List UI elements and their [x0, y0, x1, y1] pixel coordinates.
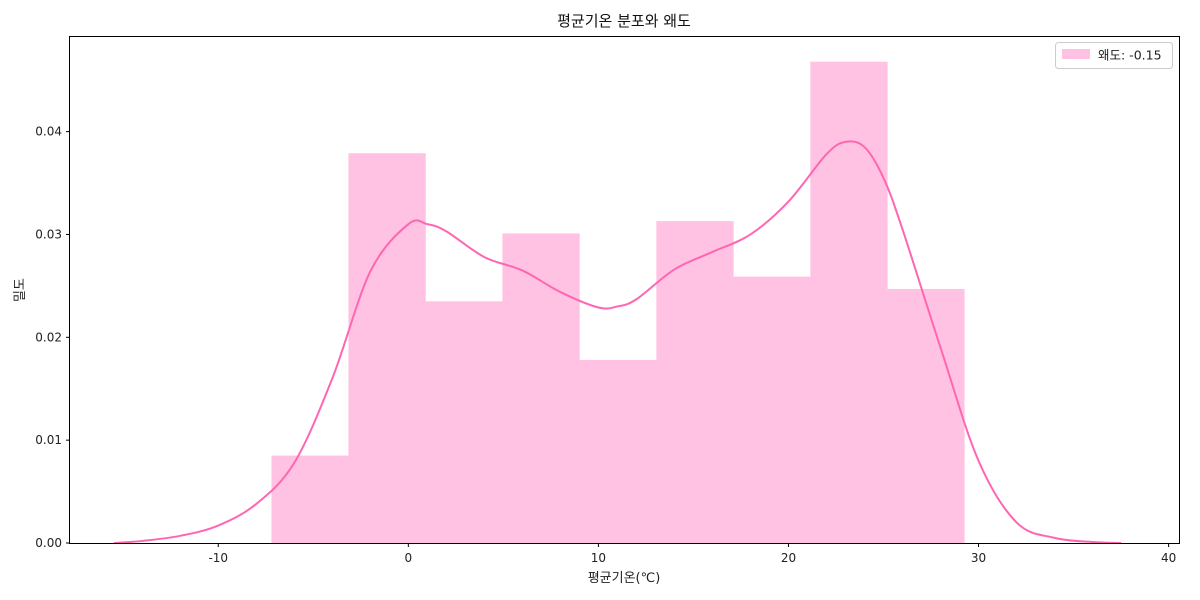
histogram-bar — [502, 233, 580, 543]
y-tick-label: 0.04 — [35, 125, 62, 139]
y-tick-label: 0.03 — [35, 227, 62, 241]
kde-line-group — [113, 140, 1122, 544]
histogram-bar — [579, 359, 657, 543]
plot-frame — [69, 36, 1180, 544]
x-tick-label: 0 — [405, 551, 413, 565]
legend-entry-label: 왜도: -0.15 — [1098, 48, 1162, 63]
histogram-bar — [810, 61, 888, 544]
y-axis-ticks: 0.00 0.01 0.02 0.03 0.04 — [35, 125, 70, 550]
histogram-bar — [425, 301, 503, 543]
y-axis-label: 밀도 — [13, 278, 28, 302]
x-tick-label: 30 — [971, 551, 986, 565]
y-tick-label: 0.01 — [35, 433, 62, 447]
x-axis-ticks: -10 0 10 20 30 40 — [208, 543, 1176, 565]
chart-title: 평균기온 분포와 왜도 — [557, 12, 691, 30]
kde-curve — [113, 140, 1122, 544]
x-tick-label: -10 — [208, 551, 228, 565]
legend-swatch — [1062, 49, 1090, 59]
x-tick-label: 10 — [591, 551, 606, 565]
histogram-bar — [271, 455, 349, 543]
histogram-bar — [656, 221, 734, 543]
histogram-bar — [733, 276, 811, 543]
histogram-bar — [348, 153, 426, 543]
y-tick-label: 0.00 — [35, 536, 62, 550]
y-tick-label: 0.02 — [35, 330, 62, 344]
histogram-bar — [887, 288, 965, 543]
x-tick-label: 40 — [1161, 551, 1176, 565]
x-tick-label: 20 — [781, 551, 796, 565]
histogram-bars — [271, 61, 965, 544]
legend: 왜도: -0.15 — [1055, 42, 1173, 69]
x-axis-label: 평균기온(℃) — [588, 571, 661, 586]
